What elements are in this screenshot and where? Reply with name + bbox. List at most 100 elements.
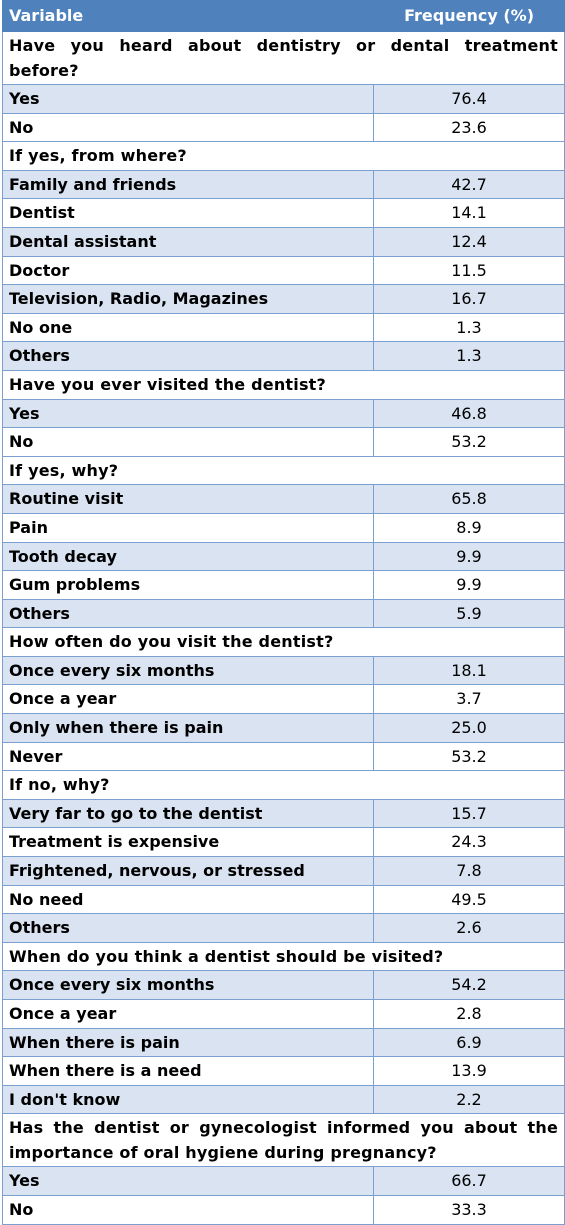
frequency-value: 76.4 — [373, 84, 565, 114]
frequency-value: 1.3 — [373, 312, 565, 343]
question-text: If yes, why? — [2, 455, 565, 486]
table-row: Frightened, nervous, or stressed 7.8 — [2, 856, 565, 886]
answer-label: Television, Radio, Magazines — [2, 284, 374, 314]
frequency-value: 65.8 — [373, 484, 565, 514]
frequency-value: 16.7 — [373, 284, 565, 314]
answer-label: Family and friends — [2, 169, 374, 200]
table-row: Routine visit 65.8 — [2, 484, 565, 514]
answer-label: Others — [2, 913, 374, 943]
question-text: Have you heard about dentistry or dental… — [2, 31, 565, 85]
frequency-value: 24.3 — [373, 827, 565, 858]
table-row: Only when there is pain 25.0 — [2, 713, 565, 743]
question-text: If yes, from where? — [2, 141, 565, 171]
table-row: Treatment is expensive 24.3 — [2, 827, 565, 858]
table-row: No 53.2 — [2, 427, 565, 457]
answer-label: Pain — [2, 512, 374, 543]
answer-label: Once a year — [2, 684, 374, 715]
frequency-value: 8.9 — [373, 512, 565, 543]
frequency-value: 5.9 — [373, 598, 565, 629]
answer-label: Yes — [2, 84, 374, 114]
table-row: I don't know 2.2 — [2, 1084, 565, 1115]
answer-label: Very far to go to the dentist — [2, 798, 374, 829]
question-text: How often do you visit the dentist? — [2, 627, 565, 657]
table-row: When there is pain 6.9 — [2, 1027, 565, 1058]
frequency-value: 2.2 — [373, 1084, 565, 1115]
frequency-value: 53.2 — [373, 741, 565, 772]
answer-label: No — [2, 427, 374, 457]
frequency-value: 46.8 — [373, 398, 565, 429]
question-row: Has the dentist or gynecologist informed… — [2, 1113, 565, 1168]
table-row: Very far to go to the dentist 15.7 — [2, 798, 565, 829]
answer-label: Yes — [2, 398, 374, 429]
answer-label: No — [2, 112, 374, 143]
frequency-value: 3.7 — [373, 684, 565, 715]
table-row: Others 1.3 — [2, 341, 565, 371]
answer-label: Treatment is expensive — [2, 827, 374, 858]
answer-label: Once every six months — [2, 970, 374, 1000]
frequency-value: 2.6 — [373, 913, 565, 943]
answer-label: When there is a need — [2, 1056, 374, 1086]
table-row: Television, Radio, Magazines 16.7 — [2, 284, 565, 314]
answer-label: When there is pain — [2, 1027, 374, 1058]
question-row: When do you think a dentist should be vi… — [2, 941, 565, 972]
answer-label: Frightened, nervous, or stressed — [2, 856, 374, 886]
table-row: When there is a need 13.9 — [2, 1056, 565, 1086]
table-row: Never 53.2 — [2, 741, 565, 772]
frequency-value: 7.8 — [373, 856, 565, 886]
frequency-value: 25.0 — [373, 713, 565, 743]
table-row: Yes 76.4 — [2, 84, 565, 114]
answer-label: I don't know — [2, 1084, 374, 1115]
table-row: Dentist 14.1 — [2, 198, 565, 228]
question-text: If no, why? — [2, 770, 565, 800]
table-body: Have you heard about dentistry or dental… — [2, 31, 565, 1225]
table-row: Others 5.9 — [2, 598, 565, 629]
table-row: No one 1.3 — [2, 312, 565, 343]
answer-label: Tooth decay — [2, 541, 374, 572]
question-text: Has the dentist or gynecologist informed… — [2, 1113, 565, 1168]
frequency-value: 12.4 — [373, 226, 565, 257]
answer-label: Routine visit — [2, 484, 374, 514]
question-row: Have you ever visited the dentist? — [2, 369, 565, 400]
question-row: Have you heard about dentistry or dental… — [2, 31, 565, 85]
table-row: Yes 46.8 — [2, 398, 565, 429]
question-row: If yes, from where? — [2, 141, 565, 171]
table-header-row: Variable Frequency (%) — [2, 0, 565, 32]
table-row: Once every six months 54.2 — [2, 970, 565, 1000]
frequency-value: 23.6 — [373, 112, 565, 143]
answer-label: Others — [2, 341, 374, 371]
frequency-value: 18.1 — [373, 655, 565, 686]
question-row: If no, why? — [2, 770, 565, 800]
frequency-value: 14.1 — [373, 198, 565, 228]
answer-label: Dentist — [2, 198, 374, 228]
table-row: No 23.6 — [2, 112, 565, 143]
question-text: When do you think a dentist should be vi… — [2, 941, 565, 972]
table-row: Dental assistant 12.4 — [2, 226, 565, 257]
frequency-value: 6.9 — [373, 1027, 565, 1058]
frequency-column-header: Frequency (%) — [373, 0, 565, 32]
question-row: If yes, why? — [2, 455, 565, 486]
frequency-value: 49.5 — [373, 884, 565, 915]
table-row: Family and friends 42.7 — [2, 169, 565, 200]
table-row: Gum problems 9.9 — [2, 570, 565, 600]
answer-label: Doctor — [2, 255, 374, 286]
variable-column-header: Variable — [2, 0, 374, 32]
frequency-value: 42.7 — [373, 169, 565, 200]
frequency-value: 66.7 — [373, 1166, 565, 1196]
answer-label: Others — [2, 598, 374, 629]
table-row: Tooth decay 9.9 — [2, 541, 565, 572]
answer-label: No one — [2, 312, 374, 343]
frequency-value: 53.2 — [373, 427, 565, 457]
table-row: Once a year 3.7 — [2, 684, 565, 715]
table-row: Doctor 11.5 — [2, 255, 565, 286]
table-row: Others 2.6 — [2, 913, 565, 943]
answer-label: Dental assistant — [2, 226, 374, 257]
answer-label: Never — [2, 741, 374, 772]
question-row: How often do you visit the dentist? — [2, 627, 565, 657]
frequency-value: 13.9 — [373, 1056, 565, 1086]
frequency-value: 9.9 — [373, 541, 565, 572]
frequency-value: 1.3 — [373, 341, 565, 371]
answer-label: Gum problems — [2, 570, 374, 600]
frequency-value: 2.8 — [373, 999, 565, 1029]
